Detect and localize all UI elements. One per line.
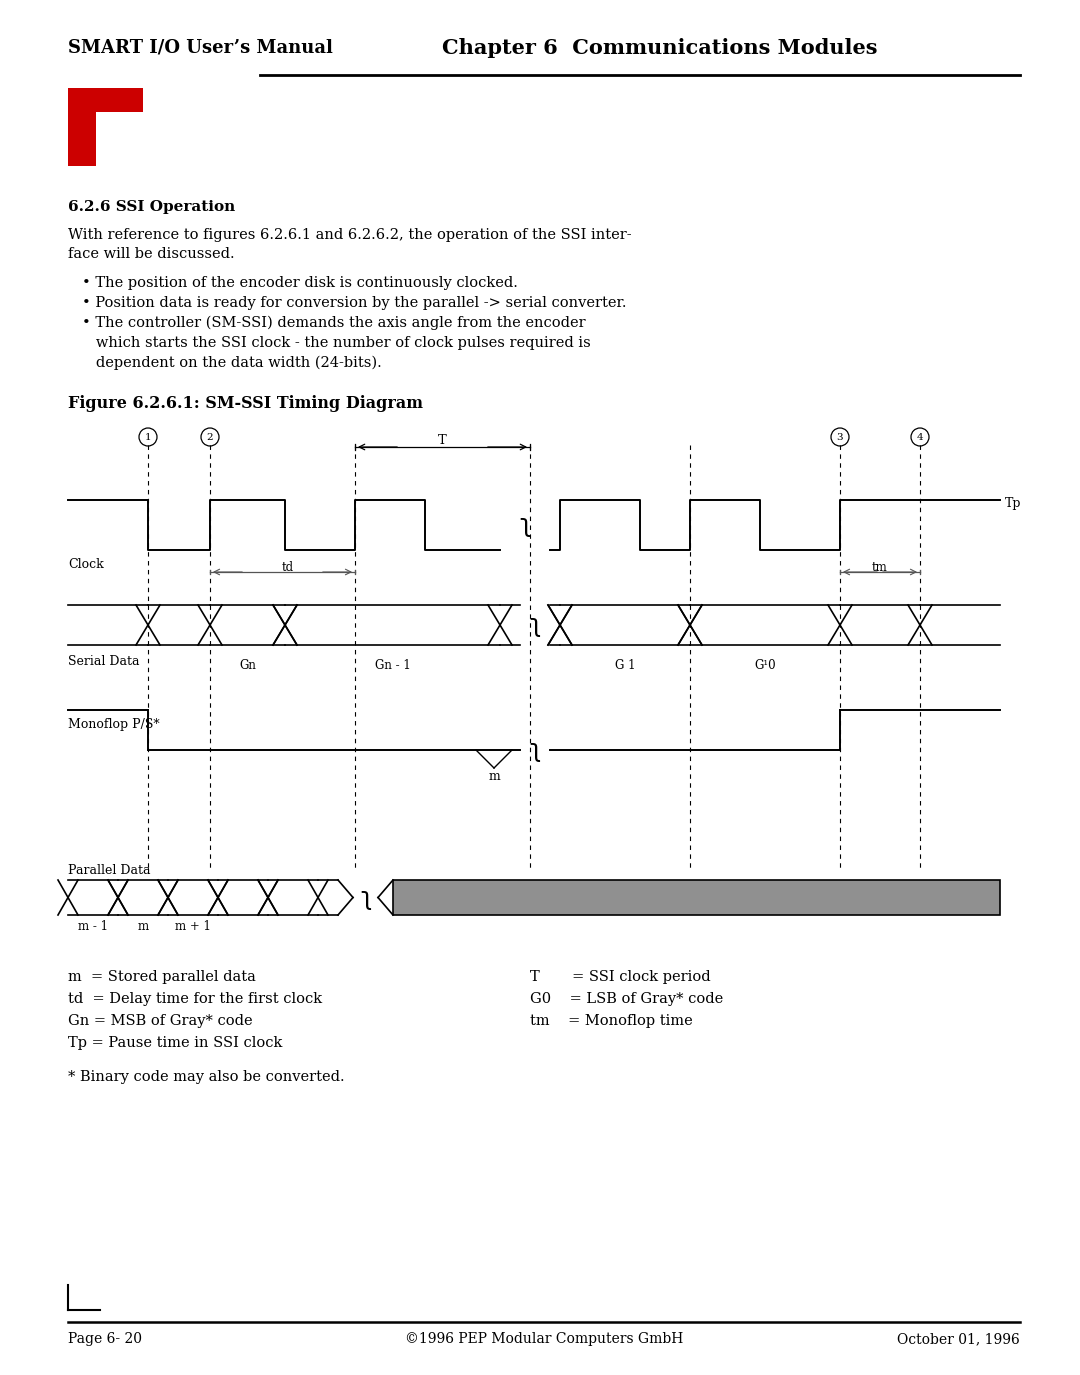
Text: Gn: Gn	[239, 659, 256, 672]
Text: Figure 6.2.6.1: SM-SSI Timing Diagram: Figure 6.2.6.1: SM-SSI Timing Diagram	[68, 395, 423, 412]
Text: • The controller (SM-SSI) demands the axis angle from the encoder: • The controller (SM-SSI) demands the ax…	[82, 316, 585, 330]
Text: October 01, 1996: October 01, 1996	[897, 1332, 1020, 1346]
Text: Serial Data: Serial Data	[68, 654, 139, 668]
Text: dependent on the data width (24-bits).: dependent on the data width (24-bits).	[82, 356, 381, 370]
Text: Parallel Data: Parallel Data	[68, 864, 150, 877]
Text: G¹0: G¹0	[754, 659, 775, 672]
Text: which starts the SSI clock - the number of clock pulses required is: which starts the SSI clock - the number …	[82, 336, 591, 351]
Text: m - 1: m - 1	[78, 920, 108, 934]
Text: tm    = Monoflop time: tm = Monoflop time	[530, 1013, 692, 1028]
Text: m: m	[488, 770, 500, 782]
Text: T       = SSI clock period: T = SSI clock period	[530, 969, 711, 984]
Text: ʅ: ʅ	[529, 738, 541, 762]
Bar	[68, 88, 96, 166]
Text: Tp: Tp	[1005, 496, 1022, 510]
Text: ©1996 PEP Modular Computers GmbH: ©1996 PEP Modular Computers GmbH	[405, 1332, 684, 1346]
Text: 6.2.6 SSI Operation: 6.2.6 SSI Operation	[68, 199, 235, 214]
Text: m: m	[137, 920, 149, 934]
Text: * Binary code may also be converted.: * Binary code may also be converted.	[68, 1070, 345, 1084]
Text: Page 6- 20: Page 6- 20	[68, 1332, 141, 1346]
Text: G0    = LSB of Gray* code: G0 = LSB of Gray* code	[530, 991, 724, 1006]
Text: ʅ: ʅ	[519, 513, 530, 538]
Text: Clock: Clock	[68, 558, 104, 571]
Text: ʅ: ʅ	[529, 613, 541, 637]
Text: • Position data is ready for conversion by the parallel -> serial converter.: • Position data is ready for conversion …	[82, 296, 626, 309]
Text: Gn = MSB of Gray* code: Gn = MSB of Gray* code	[68, 1013, 253, 1028]
Text: Chapter 6  Communications Modules: Chapter 6 Communications Modules	[442, 38, 878, 58]
Text: m + 1: m + 1	[175, 920, 211, 934]
Bar	[393, 880, 1000, 914]
Text: face will be discussed.: face will be discussed.	[68, 248, 234, 261]
Text: G 1: G 1	[615, 659, 635, 672]
Text: 1: 1	[145, 433, 151, 441]
Text: • The position of the encoder disk is continuously clocked.: • The position of the encoder disk is co…	[82, 276, 518, 290]
Text: 3: 3	[837, 433, 843, 441]
Text: T: T	[438, 434, 447, 447]
Text: Tp = Pause time in SSI clock: Tp = Pause time in SSI clock	[68, 1035, 282, 1050]
Text: With reference to figures 6.2.6.1 and 6.2.6.2, the operation of the SSI inter-: With reference to figures 6.2.6.1 and 6.…	[68, 228, 632, 242]
Text: Gn - 1: Gn - 1	[375, 659, 410, 672]
Text: Monoflop P/S*: Monoflop P/S*	[68, 718, 160, 732]
Text: 4: 4	[917, 433, 923, 441]
Text: ʅ: ʅ	[361, 886, 372, 909]
Text: SMART I/O User’s Manual: SMART I/O User’s Manual	[68, 38, 333, 56]
Text: td: td	[282, 561, 294, 573]
Text: 2: 2	[206, 433, 214, 441]
Text: td  = Delay time for the first clock: td = Delay time for the first clock	[68, 991, 322, 1006]
Bar	[68, 88, 143, 111]
Text: m  = Stored parallel data: m = Stored parallel data	[68, 969, 256, 984]
Text: tm: tm	[873, 561, 888, 573]
